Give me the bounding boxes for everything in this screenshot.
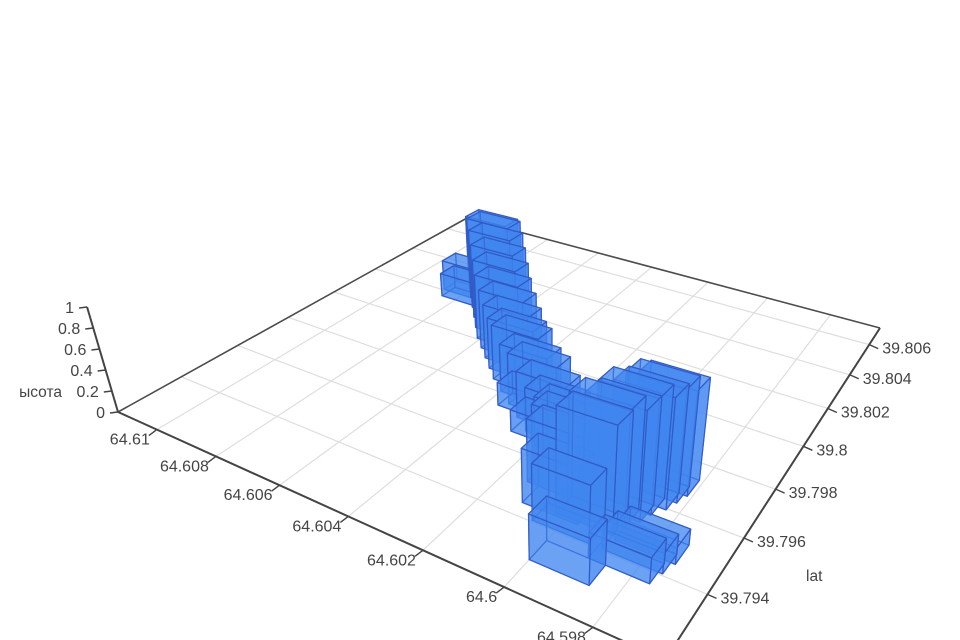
z-axis-tick: [103, 390, 112, 393]
x-axis-line: [117, 411, 624, 640]
z-axis-tick: [85, 327, 94, 330]
z-axis-tick: [109, 411, 119, 414]
y-tick-label: 39.798: [789, 485, 838, 502]
box-top-face: [555, 390, 635, 426]
y-axis-tick: [803, 445, 813, 451]
z-axis-tick: [78, 306, 88, 309]
x-tick-label: 64.6: [466, 589, 497, 606]
x-axis-tick: [148, 429, 158, 437]
box-top-face: [471, 251, 529, 273]
x-axis-tick: [495, 586, 505, 594]
x-tick-label: 64.608: [160, 458, 209, 475]
box-top-face: [469, 236, 527, 257]
z-axis-line: [86, 306, 119, 413]
x-tick-label: 64.61: [110, 432, 150, 449]
box-top-face: [527, 495, 608, 540]
x-tick-label: 64.606: [224, 487, 273, 504]
y-axis-tick: [827, 407, 838, 414]
box-top-face: [467, 222, 524, 242]
y-tick-label: 39.794: [720, 590, 769, 607]
y-tick-label: 39.804: [863, 371, 912, 388]
box-top-face: [473, 265, 532, 288]
y-tick-label: 39.802: [841, 404, 890, 421]
y-axis-title: lat: [806, 568, 823, 585]
x-tick-label: 64.598: [537, 629, 586, 640]
y-tick-label: 39.8: [816, 442, 847, 459]
floor-back-right-edge: [466, 217, 881, 329]
x-tick-label: 64.604: [292, 518, 341, 535]
x-axis-tick: [207, 455, 217, 463]
x-axis-tick: [414, 549, 424, 557]
z-tick-label: 1: [65, 300, 74, 317]
y-axis-tick: [849, 374, 859, 380]
x-axis-tick: [584, 626, 594, 634]
y-axis-tick: [868, 343, 879, 350]
y-tick-label: 39.796: [757, 534, 806, 551]
z-tick-label: 0.6: [64, 342, 86, 359]
z-axis-tick: [91, 348, 100, 351]
x-axis-tick: [339, 515, 349, 523]
z-axis-title: ысота: [19, 384, 62, 401]
z-axis-tick: [97, 369, 106, 372]
y-axis-tick: [775, 488, 785, 494]
y-axis-tick: [707, 593, 717, 600]
z-tick-label: 0.8: [58, 321, 80, 338]
box-top-face: [530, 447, 608, 486]
z-tick-label: 0.4: [70, 363, 92, 380]
y-axis-line: [676, 327, 881, 640]
floor-grid-lon-line: [279, 252, 599, 486]
z-tick-label: 0: [96, 405, 105, 422]
z-tick-label: 0.2: [77, 384, 99, 401]
x-axis-tick: [271, 484, 280, 492]
y-axis-tick: [743, 537, 754, 543]
y-tick-label: 39.806: [882, 341, 931, 358]
floor-back-left-edge: [117, 217, 468, 413]
x-tick-label: 64.602: [367, 552, 416, 569]
box-top-face: [490, 314, 553, 340]
